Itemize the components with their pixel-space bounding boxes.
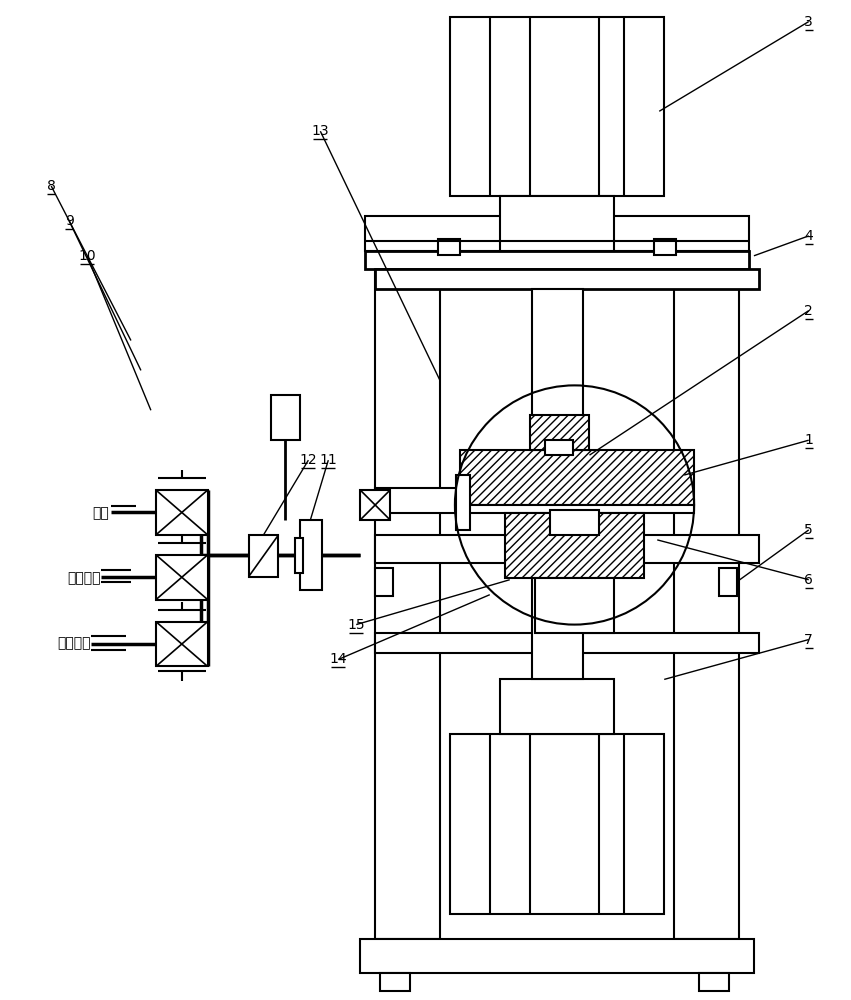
- Text: 1: 1: [804, 433, 814, 447]
- Text: 10: 10: [78, 249, 96, 263]
- Text: 9: 9: [65, 214, 73, 228]
- Text: 8: 8: [47, 179, 55, 193]
- Text: 第一气体: 第一气体: [67, 571, 101, 585]
- Text: 4: 4: [804, 229, 813, 243]
- Bar: [532, 563, 584, 679]
- Text: 12: 12: [300, 453, 317, 467]
- Bar: [654, 239, 677, 255]
- Bar: [300, 520, 323, 590]
- Bar: [360, 490, 390, 520]
- Bar: [375, 221, 440, 939]
- Bar: [365, 251, 749, 269]
- Bar: [360, 939, 754, 973]
- Bar: [380, 973, 410, 991]
- Bar: [375, 488, 460, 513]
- Text: 14: 14: [329, 652, 347, 666]
- Text: 真空: 真空: [92, 506, 109, 520]
- Bar: [456, 475, 470, 530]
- Bar: [156, 622, 208, 666]
- Bar: [460, 505, 694, 513]
- Text: 11: 11: [319, 453, 337, 467]
- Text: 第二气体: 第二气体: [58, 637, 91, 651]
- Bar: [271, 395, 300, 440]
- Bar: [719, 568, 737, 596]
- Bar: [450, 17, 665, 196]
- Bar: [529, 415, 590, 450]
- Text: 3: 3: [804, 15, 813, 29]
- Bar: [438, 239, 460, 255]
- Bar: [505, 513, 644, 578]
- Bar: [500, 196, 614, 251]
- Bar: [674, 221, 739, 939]
- Bar: [550, 510, 599, 535]
- Bar: [248, 535, 278, 577]
- Bar: [700, 973, 729, 991]
- Bar: [156, 555, 208, 600]
- Text: 13: 13: [311, 124, 329, 138]
- Bar: [365, 216, 749, 251]
- Text: 5: 5: [804, 523, 813, 537]
- Bar: [295, 538, 304, 573]
- Bar: [450, 734, 665, 914]
- Bar: [375, 633, 759, 653]
- Bar: [460, 450, 694, 505]
- Bar: [156, 490, 208, 535]
- Bar: [375, 269, 759, 289]
- Text: 2: 2: [804, 304, 813, 318]
- Bar: [500, 679, 614, 734]
- Bar: [532, 289, 584, 493]
- Text: 6: 6: [804, 573, 814, 587]
- Bar: [545, 440, 573, 455]
- Bar: [375, 568, 393, 596]
- Bar: [375, 535, 759, 563]
- Text: 7: 7: [804, 633, 813, 647]
- Bar: [534, 578, 614, 633]
- Text: 15: 15: [347, 618, 365, 632]
